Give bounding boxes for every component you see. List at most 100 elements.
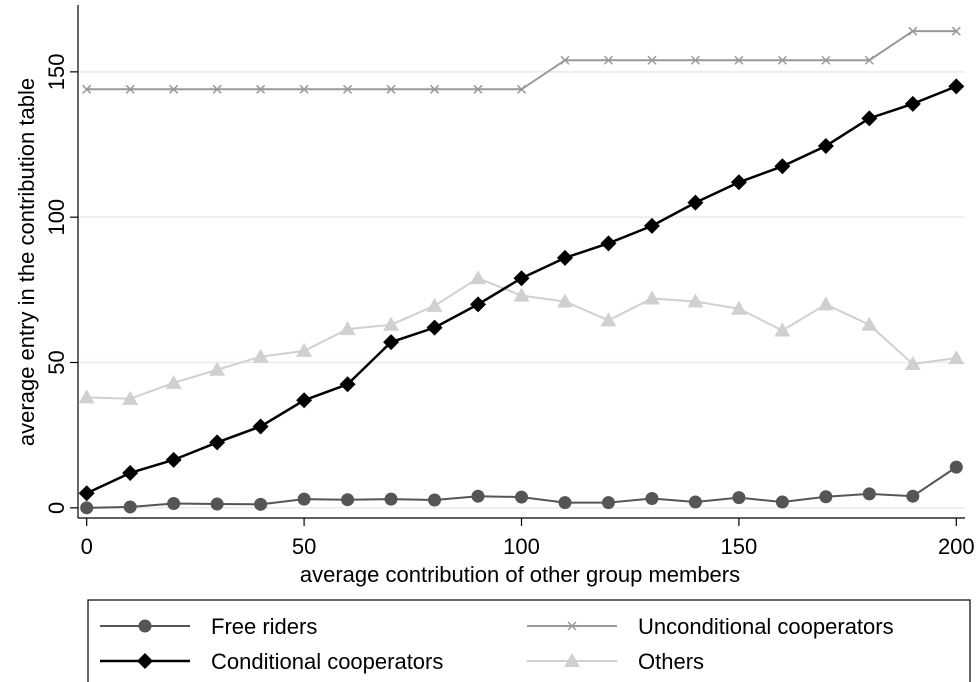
marker (819, 490, 833, 504)
marker (252, 418, 269, 435)
y-axis-title: average entry in the contribution table (14, 78, 39, 446)
marker (643, 290, 660, 305)
marker (600, 312, 617, 327)
marker (774, 158, 791, 175)
marker (122, 464, 139, 481)
marker (470, 270, 487, 285)
marker (210, 497, 224, 511)
marker (296, 342, 313, 357)
marker (948, 78, 965, 95)
marker (473, 84, 483, 94)
marker (78, 389, 95, 404)
marker (165, 451, 182, 468)
marker (734, 55, 744, 65)
legend-box (87, 599, 971, 682)
marker (560, 55, 570, 65)
y-tick-label: 100 (44, 199, 69, 236)
marker (212, 84, 222, 94)
x-tick-label: 100 (503, 534, 540, 559)
marker (122, 390, 139, 405)
marker (471, 489, 485, 503)
marker (209, 434, 226, 451)
marker (558, 496, 572, 510)
marker (513, 270, 530, 287)
marker (643, 217, 660, 234)
marker (687, 194, 704, 211)
legend-marker (137, 653, 153, 669)
marker (383, 334, 400, 351)
marker (343, 84, 353, 94)
y-tick-label: 50 (44, 350, 69, 374)
marker (339, 321, 356, 336)
marker (821, 55, 831, 65)
marker (906, 489, 920, 503)
marker (426, 297, 443, 312)
marker (908, 26, 918, 36)
legend-label: Free riders (211, 614, 317, 639)
legend-marker (138, 619, 152, 633)
marker (515, 490, 528, 504)
marker (516, 84, 527, 94)
marker (82, 84, 92, 94)
marker (384, 492, 398, 506)
marker (690, 55, 700, 65)
marker (556, 293, 573, 308)
marker (948, 350, 965, 365)
marker (165, 374, 182, 389)
x-tick-label: 200 (938, 534, 975, 559)
marker (817, 296, 834, 311)
marker (80, 501, 94, 515)
marker (341, 493, 355, 507)
marker (296, 392, 313, 409)
marker (386, 84, 396, 94)
x-axis-title: average contribution of other group memb… (300, 562, 740, 587)
marker (252, 348, 269, 363)
marker (383, 316, 400, 331)
marker (256, 84, 266, 94)
marker (78, 485, 95, 502)
marker (774, 322, 791, 337)
marker (645, 492, 659, 506)
marker (861, 110, 878, 127)
marker (209, 361, 226, 376)
x-tick-label: 150 (721, 534, 758, 559)
marker (861, 316, 878, 331)
marker (864, 55, 874, 65)
marker (688, 495, 702, 509)
legend-label: Conditional cooperators (211, 649, 443, 674)
marker (169, 84, 179, 94)
x-tick-label: 0 (81, 534, 93, 559)
marker (817, 137, 834, 154)
marker (600, 235, 617, 252)
marker (470, 296, 487, 313)
marker (647, 55, 657, 65)
marker (730, 300, 747, 315)
legend-label: Others (638, 649, 704, 674)
legend-label: Unconditional cooperators (638, 614, 894, 639)
marker (254, 497, 268, 511)
legend-marker (564, 653, 580, 667)
marker (299, 84, 309, 94)
legend-marker (567, 621, 577, 631)
marker (687, 293, 704, 308)
marker (601, 496, 615, 510)
x-tick-label: 50 (292, 534, 316, 559)
marker (951, 26, 961, 36)
marker (904, 355, 921, 370)
marker (125, 84, 135, 94)
y-tick-label: 0 (44, 502, 69, 514)
marker (949, 460, 963, 474)
marker (297, 492, 311, 506)
marker (428, 493, 442, 507)
marker (775, 495, 789, 509)
marker (339, 376, 356, 393)
marker (123, 500, 137, 514)
marker (730, 174, 747, 191)
marker (732, 491, 746, 505)
marker (777, 55, 787, 65)
marker (426, 319, 443, 336)
marker (904, 95, 921, 112)
marker (556, 249, 573, 266)
